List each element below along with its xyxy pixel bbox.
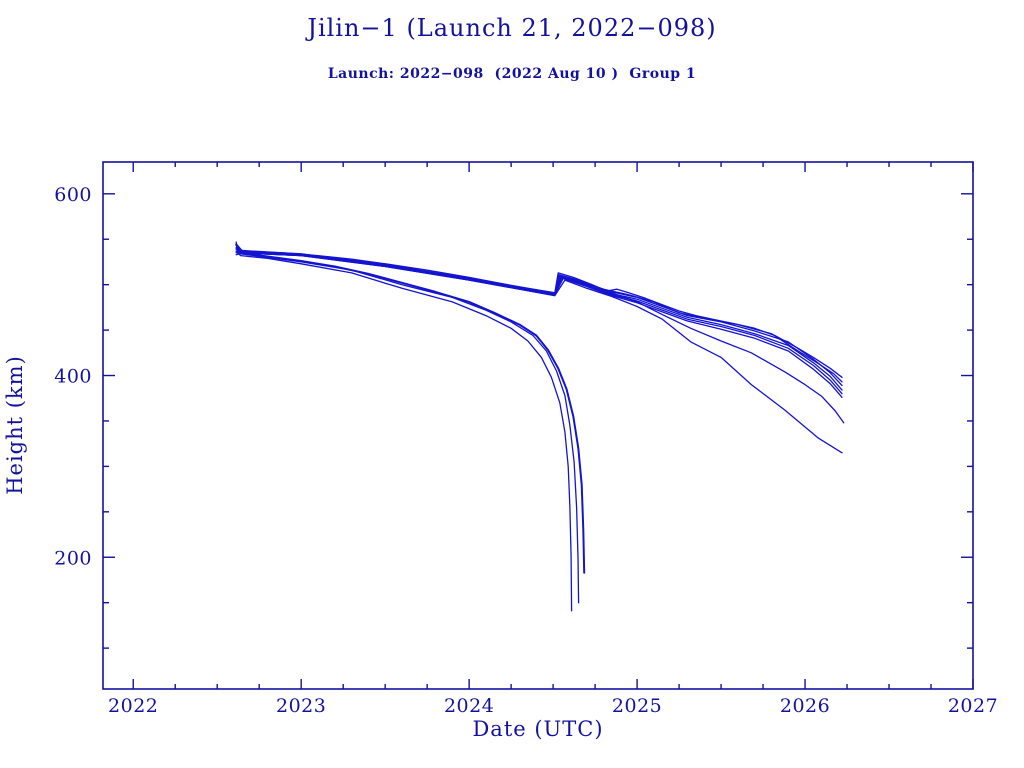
x-tick-label: 2022 — [108, 695, 158, 717]
chart-title: Jilin−1 (Launch 21, 2022−098) — [307, 14, 717, 42]
series-line-boosted-sat-1 — [235, 241, 843, 378]
plot-frame — [102, 161, 974, 690]
series-line-reentry-sat-2 — [235, 247, 580, 604]
y-tick-label: 600 — [54, 184, 92, 206]
series-line-boosted-sat-7 — [235, 251, 845, 424]
x-tick-label: 2027 — [948, 695, 998, 717]
y-tick-label: 400 — [54, 366, 92, 388]
x-tick-label: 2023 — [276, 695, 326, 717]
x-tick-label: 2024 — [444, 695, 494, 717]
series-line-reentry-sat-3 — [235, 243, 586, 574]
chart-subtitle: Launch: 2022−098 (2022 Aug 10 ) Group 1 — [327, 66, 697, 82]
x-tick-label: 2026 — [780, 695, 830, 717]
y-axis-title: Height (km) — [3, 355, 27, 495]
series-line-boosted-sat-3 — [235, 244, 843, 387]
series-line-boosted-sat-6 — [235, 250, 843, 398]
y-tick-label: 200 — [54, 547, 92, 569]
x-axis-title: Date (UTC) — [472, 717, 604, 741]
series-line-boosted-sat-5 — [235, 248, 843, 395]
x-tick-label: 2025 — [612, 695, 662, 717]
series-line-reentry-sat-1 — [235, 251, 573, 612]
series-line-boosted-sat-8 — [235, 252, 843, 454]
